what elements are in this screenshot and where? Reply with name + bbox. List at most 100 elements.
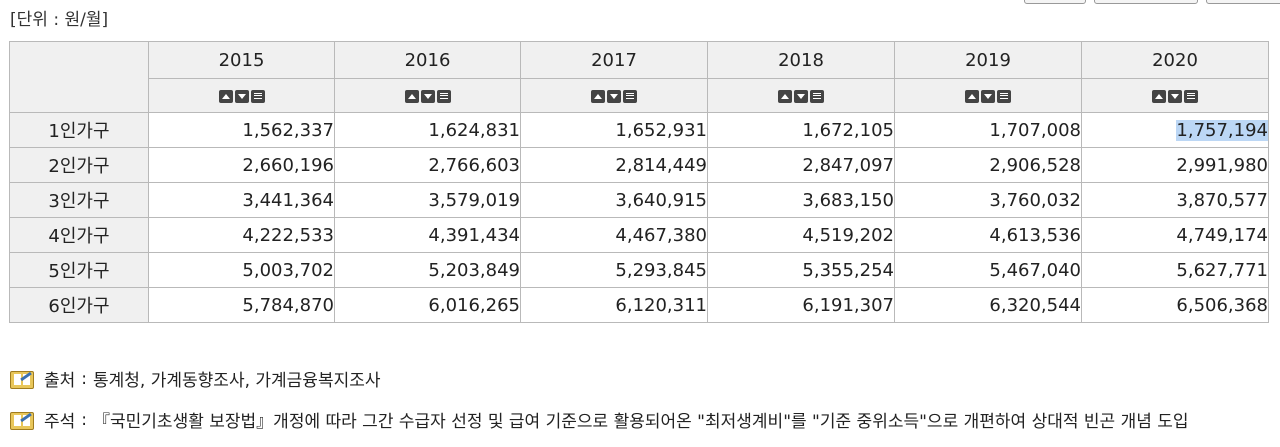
column-header-year: 2016 bbox=[334, 41, 521, 79]
table-cell: 3,441,364 bbox=[148, 182, 335, 218]
source-note: 출처 : 통계청, 가계동향조사, 가계금융복지조사 bbox=[10, 366, 381, 391]
cell-value: 3,441,364 bbox=[242, 189, 334, 211]
menu-icon bbox=[626, 93, 634, 99]
column-controls-row bbox=[10, 78, 1269, 113]
remark-note: 주석 : 『국민기초생활 보장법』개정에 따라 그간 수급자 선정 및 급여 기… bbox=[10, 407, 1189, 432]
column-header-year: 2019 bbox=[894, 41, 1082, 79]
row-header: 5인가구 bbox=[9, 252, 149, 288]
column-sort-controls bbox=[894, 78, 1082, 113]
table-cell: 3,640,915 bbox=[520, 182, 708, 218]
table-cell: 1,624,831 bbox=[334, 112, 521, 148]
sort-ascending-button[interactable] bbox=[591, 89, 605, 103]
sort-descending-icon bbox=[1171, 93, 1179, 99]
toolbar-button[interactable] bbox=[1094, 0, 1198, 4]
table-cell: 4,222,533 bbox=[148, 217, 335, 253]
cell-value: 6,506,368 bbox=[1176, 294, 1268, 316]
table-cell: 3,870,577 bbox=[1081, 182, 1269, 218]
column-menu-button[interactable] bbox=[250, 89, 265, 103]
table-cell: 2,814,449 bbox=[520, 147, 708, 183]
sort-ascending-button[interactable] bbox=[778, 89, 792, 103]
cell-value: 1,652,931 bbox=[615, 119, 707, 141]
sort-descending-button[interactable] bbox=[981, 89, 995, 103]
table-cell: 5,203,849 bbox=[334, 252, 521, 288]
table-row: 4인가구 4,222,533 4,391,434 4,467,380 4,519,202… bbox=[9, 217, 1269, 253]
sort-ascending-icon bbox=[968, 93, 976, 99]
corner-cell bbox=[9, 41, 149, 113]
cell-value: 4,613,536 bbox=[989, 224, 1081, 246]
sort-ascending-icon bbox=[594, 93, 602, 99]
cell-value: 5,203,849 bbox=[428, 259, 520, 281]
book-note-icon bbox=[10, 369, 34, 389]
column-sort-controls bbox=[520, 78, 708, 113]
table-cell: 4,467,380 bbox=[520, 217, 708, 253]
cell-value: 2,847,097 bbox=[802, 154, 894, 176]
sort-descending-button[interactable] bbox=[607, 89, 621, 103]
sort-ascending-button[interactable] bbox=[404, 89, 419, 103]
column-menu-button[interactable] bbox=[1184, 89, 1198, 103]
column-menu-button[interactable] bbox=[436, 89, 451, 103]
sort-descending-button[interactable] bbox=[234, 89, 249, 103]
toolbar-button[interactable] bbox=[1024, 0, 1086, 4]
cell-value: 4,222,533 bbox=[242, 224, 334, 246]
sort-ascending-button[interactable] bbox=[965, 89, 979, 103]
column-header-year: 2020 bbox=[1081, 41, 1269, 79]
table-cell: 6,506,368 bbox=[1081, 287, 1269, 323]
row-header: 6인가구 bbox=[9, 287, 149, 323]
sort-descending-button[interactable] bbox=[420, 89, 435, 103]
table-cell: 6,320,544 bbox=[894, 287, 1082, 323]
table-row: 3인가구 3,441,364 3,579,019 3,640,915 3,683,150… bbox=[9, 182, 1269, 218]
table-cell: 4,391,434 bbox=[334, 217, 521, 253]
sort-descending-button[interactable] bbox=[794, 89, 808, 103]
remark-label: 주석 bbox=[44, 412, 76, 432]
table-cell: 3,760,032 bbox=[894, 182, 1082, 218]
sort-descending-icon bbox=[423, 93, 432, 99]
column-sort-controls bbox=[1081, 78, 1269, 113]
cell-value: 1,562,337 bbox=[242, 119, 334, 141]
sort-ascending-button[interactable] bbox=[1152, 89, 1166, 103]
table-cell: 2,766,603 bbox=[334, 147, 521, 183]
unit-label: [단위 : 원/월] bbox=[10, 10, 109, 30]
cell-value: 4,749,174 bbox=[1176, 224, 1268, 246]
cell-value: 3,683,150 bbox=[802, 189, 894, 211]
cell-value: 5,784,870 bbox=[242, 294, 334, 316]
sort-ascending-icon bbox=[221, 93, 230, 99]
cell-value: 2,766,603 bbox=[428, 154, 520, 176]
row-header: 3인가구 bbox=[9, 182, 149, 218]
column-sort-controls bbox=[334, 78, 521, 113]
cell-value: 4,391,434 bbox=[428, 224, 520, 246]
column-menu-button[interactable] bbox=[810, 89, 824, 103]
year-header-row: 2015 2016 2017 2018 2019 2020 bbox=[9, 41, 1269, 113]
table-row: 6인가구 5,784,870 6,016,265 6,120,311 6,191,307… bbox=[9, 287, 1269, 323]
cell-value: 6,191,307 bbox=[802, 294, 894, 316]
cell-value: 6,016,265 bbox=[428, 294, 520, 316]
menu-icon bbox=[1187, 93, 1195, 99]
cell-value: 5,293,845 bbox=[615, 259, 707, 281]
menu-icon bbox=[813, 93, 821, 99]
menu-icon bbox=[253, 93, 262, 99]
table-cell: 1,672,105 bbox=[707, 112, 895, 148]
table-cell: 5,003,702 bbox=[148, 252, 335, 288]
sort-ascending-button[interactable] bbox=[218, 89, 233, 103]
column-menu-button[interactable] bbox=[997, 89, 1011, 103]
column-header-year: 2018 bbox=[707, 41, 895, 79]
cell-value: 2,660,196 bbox=[242, 154, 334, 176]
table-cell: 6,191,307 bbox=[707, 287, 895, 323]
toolbar-button[interactable] bbox=[1206, 0, 1280, 4]
table-row: 2인가구 2,660,196 2,766,603 2,814,449 2,847,097… bbox=[9, 147, 1269, 183]
remark-text: 『국민기초생활 보장법』개정에 따라 그간 수급자 선정 및 급여 기준으로 활… bbox=[93, 412, 1189, 432]
column-header-year: 2017 bbox=[520, 41, 708, 79]
cell-value: 2,991,980 bbox=[1176, 154, 1268, 176]
table-cell: 5,293,845 bbox=[520, 252, 708, 288]
table-cell: 5,784,870 bbox=[148, 287, 335, 323]
cell-value: 6,320,544 bbox=[989, 294, 1081, 316]
source-text: 통계청, 가계동향조사, 가계금융복지조사 bbox=[93, 371, 381, 391]
sort-ascending-icon bbox=[781, 93, 789, 99]
cell-value: 2,906,528 bbox=[989, 154, 1081, 176]
table-cell: 1,707,008 bbox=[894, 112, 1082, 148]
statistics-table: 2015 2016 2017 2018 2019 2020 1인가구 1,562,… bbox=[9, 41, 1269, 323]
column-menu-button[interactable] bbox=[623, 89, 637, 103]
cell-value: 3,579,019 bbox=[428, 189, 520, 211]
sort-descending-icon bbox=[797, 93, 805, 99]
sort-descending-button[interactable] bbox=[1168, 89, 1182, 103]
table-cell: 6,120,311 bbox=[520, 287, 708, 323]
